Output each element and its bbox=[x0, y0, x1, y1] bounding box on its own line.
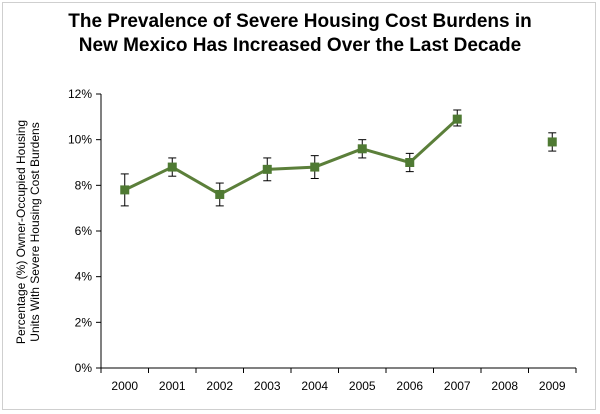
x-tick-label: 2001 bbox=[159, 379, 186, 393]
series-lines bbox=[124, 118, 459, 196]
x-tick-label: 2004 bbox=[301, 379, 328, 393]
x-tick-label: 2002 bbox=[206, 379, 233, 393]
x-tick-label: 2008 bbox=[491, 379, 518, 393]
chart-title-line-1: The Prevalence of Severe Housing Cost Bu… bbox=[68, 11, 532, 32]
x-tick-label: 2003 bbox=[254, 379, 281, 393]
y-tick-label: 6% bbox=[75, 224, 93, 238]
data-point bbox=[120, 185, 130, 195]
data-point bbox=[215, 189, 225, 199]
y-tick-label: 10% bbox=[68, 133, 92, 147]
tick-labels: 0% 2% 4% 6% 8% 10% 12% 2000 2001 2002 2003 2004 2005… bbox=[68, 87, 566, 393]
y-tick-label: 0% bbox=[75, 361, 93, 375]
x-tick-label: 2006 bbox=[396, 379, 423, 393]
series-line bbox=[124, 118, 459, 196]
data-point bbox=[167, 162, 177, 172]
chart-title: The Prevalence of Severe Housing Cost Bu… bbox=[0, 10, 600, 58]
data-point bbox=[262, 164, 272, 174]
x-tick-label: 2005 bbox=[349, 379, 376, 393]
data-point bbox=[357, 144, 367, 154]
y-tick-label: 8% bbox=[75, 178, 93, 192]
data-points bbox=[120, 114, 557, 199]
data-point bbox=[547, 137, 557, 147]
y-tick-label: 2% bbox=[75, 315, 93, 329]
x-tick-label: 2007 bbox=[444, 379, 471, 393]
x-tick-label: 2009 bbox=[539, 379, 566, 393]
y-tick-label: 4% bbox=[75, 270, 93, 284]
data-point bbox=[310, 162, 320, 172]
x-tick-label: 2000 bbox=[111, 379, 138, 393]
y-tick-label: 12% bbox=[68, 87, 92, 101]
chart-title-line-2: New Mexico Has Increased Over the Last D… bbox=[78, 35, 522, 56]
axes bbox=[96, 93, 577, 373]
data-point bbox=[405, 158, 415, 167]
data-point bbox=[452, 114, 462, 124]
error-bars bbox=[120, 109, 557, 207]
